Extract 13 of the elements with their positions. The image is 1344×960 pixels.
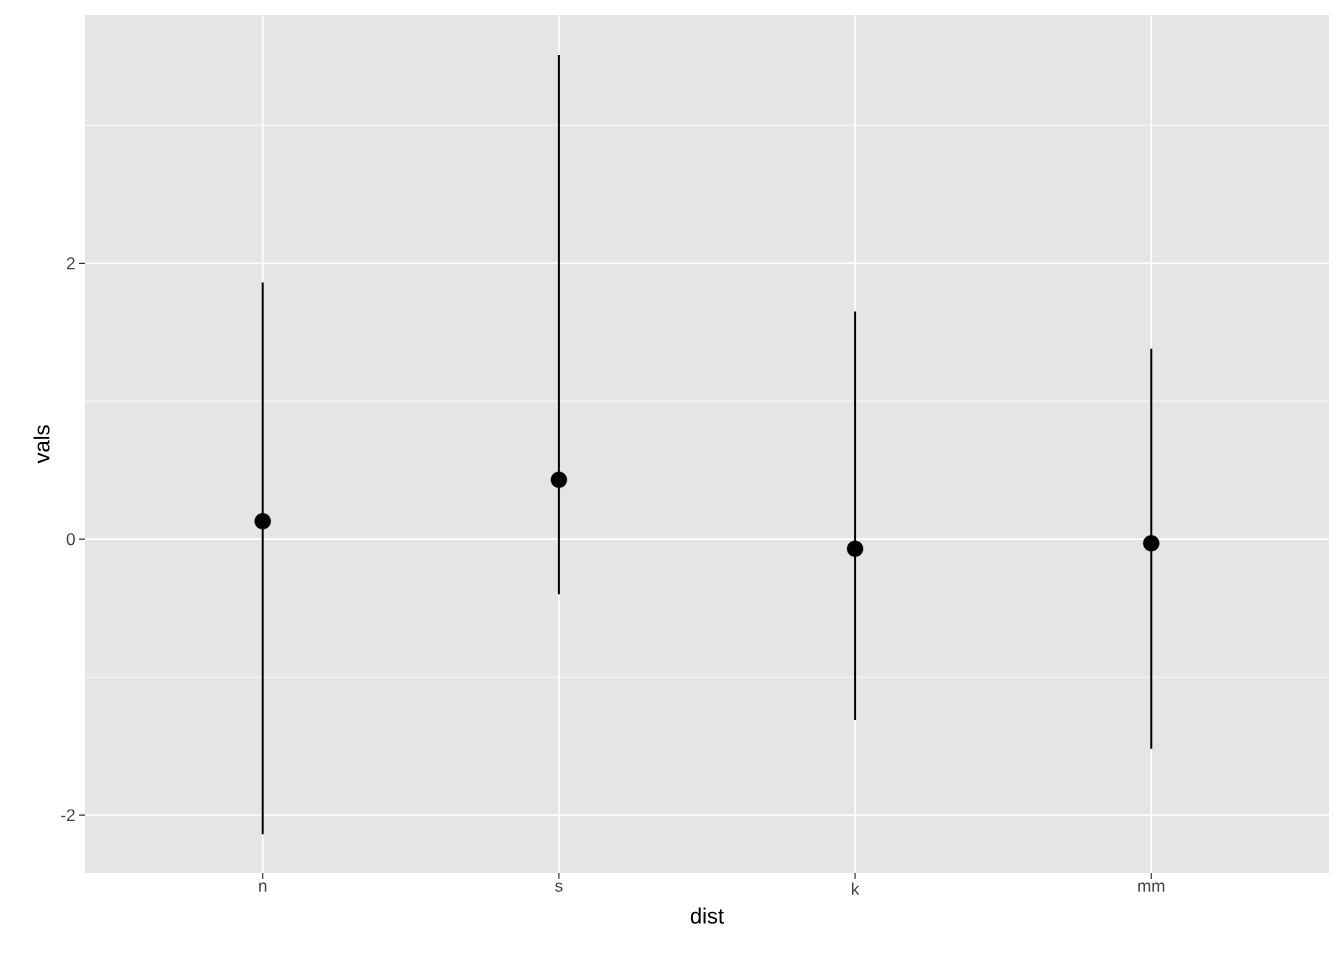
point [254,513,271,530]
y-axis-title: vals [33,425,50,464]
y-tick-label: 2 [66,257,75,270]
y-tick-label: 0 [66,533,75,546]
x-tick-label: s [555,882,563,892]
point [1143,535,1160,552]
point [550,471,568,489]
x-tick-label: mm [1138,882,1165,892]
x-axis-title: dist [690,907,724,924]
y-tick-label: -2 [61,809,75,821]
x-tick-label: n [259,882,267,892]
point [846,540,864,558]
x-tick-label: k [851,882,860,895]
